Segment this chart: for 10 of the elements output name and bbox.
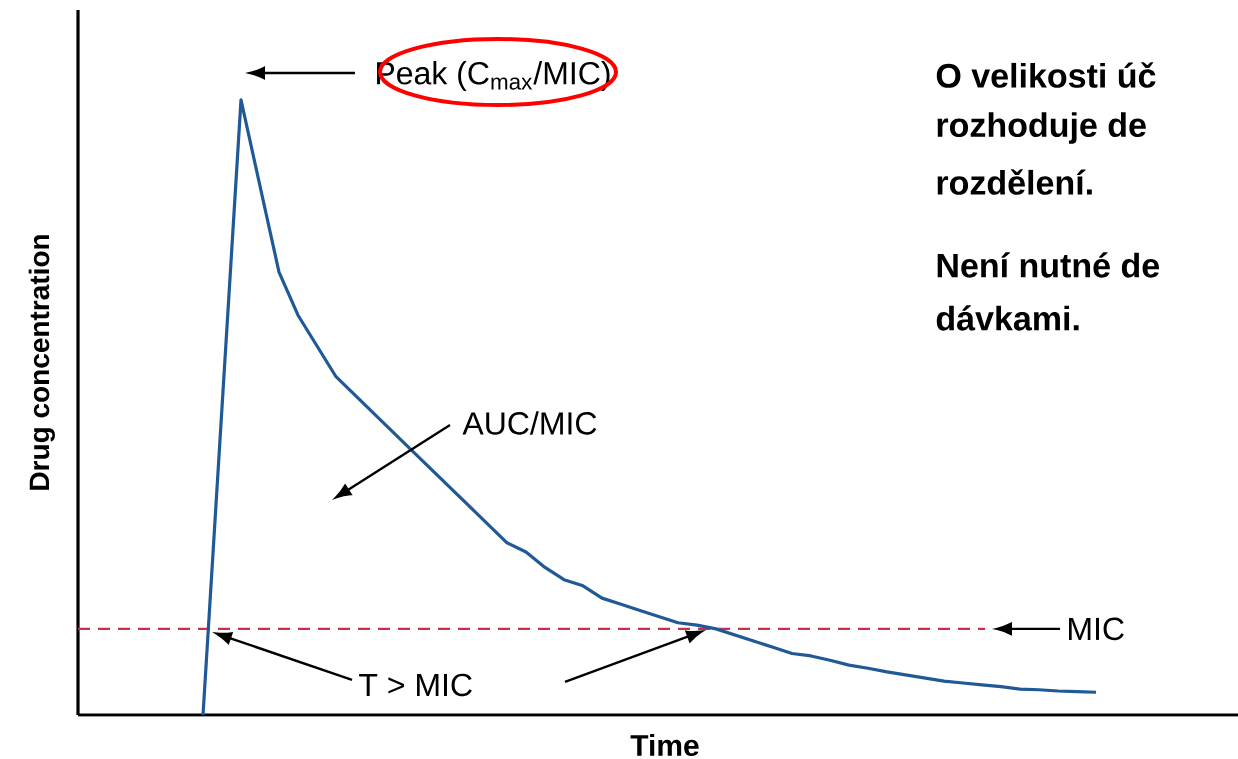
text: O velikosti úč xyxy=(936,62,1156,88)
annotation: Není nutné de xyxy=(937,252,1160,278)
annotation: AUC/MIC xyxy=(462,411,597,435)
x-axis-title: Time xyxy=(630,734,699,757)
annotation: T > MIC xyxy=(359,673,472,697)
annotation: rozdělení. xyxy=(937,169,1092,195)
ref-line-label: MIC xyxy=(1069,617,1124,641)
annotation: dávkami. xyxy=(936,305,1079,331)
y-axis-title: Drug concentration xyxy=(28,235,55,490)
annotation: rozhoduje de xyxy=(937,112,1146,144)
